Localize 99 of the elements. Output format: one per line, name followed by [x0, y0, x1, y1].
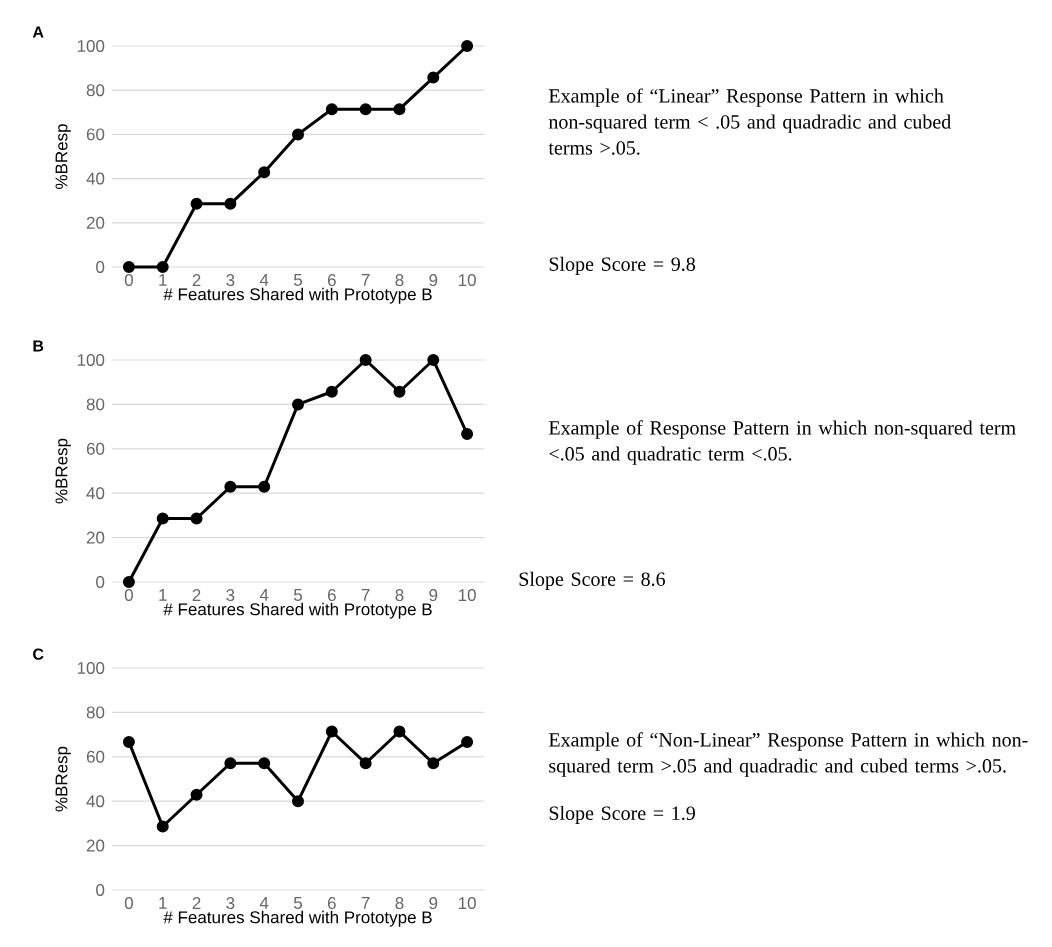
x-axis-title: # Features Shared with Prototype B [163, 910, 432, 927]
y-tick-label: 80 [86, 706, 105, 719]
point [461, 39, 474, 52]
x-tick-label: 7 [361, 897, 370, 909]
y-tick-label: 100 [77, 661, 105, 674]
x-tick-label: 9 [429, 274, 438, 287]
x-tick-label: 3 [226, 274, 235, 287]
text: Example of “Non-Linear” Response Pattern in which non-squared term >.05 and quadradic and cubed terms >.05. [548, 732, 1028, 777]
y-axis-title: %BResp [55, 746, 71, 812]
x-tick-label: 4 [259, 274, 269, 286]
x-tick-label: 7 [361, 589, 370, 601]
x-tick-label: 6 [327, 897, 336, 910]
point [224, 480, 237, 493]
point [122, 575, 135, 588]
y-tick-label: 0 [96, 575, 105, 588]
point [393, 725, 406, 738]
x-axis-title: # Features Shared with Prototype B [163, 287, 432, 304]
x-tick-label: 5 [293, 274, 303, 286]
x-tick-label: 6 [327, 274, 336, 287]
point [325, 385, 338, 398]
y-tick-label: 0 [96, 883, 105, 897]
x-tick-label: 4 [259, 897, 269, 909]
x-tick-label: 8 [395, 897, 404, 910]
point [461, 735, 474, 748]
point [393, 103, 406, 116]
x-tick-label: 0 [124, 274, 133, 287]
x-tick-label: 2 [192, 897, 201, 909]
y-tick-label: 0 [96, 260, 105, 273]
y-axis-title: %BResp [55, 124, 71, 189]
point [156, 260, 169, 273]
y-axis-title: %BResp [55, 438, 71, 504]
chart-title: A [32, 26, 44, 38]
point [359, 757, 372, 770]
chart-title: C [33, 648, 44, 660]
point [292, 795, 305, 808]
text: Example of Response Pattern in which non-squared term <.05 and quadratic term <.05. [548, 420, 1016, 465]
x-tick-label: 0 [124, 897, 133, 910]
point [461, 427, 474, 440]
x-tick-label: 0 [124, 589, 133, 602]
y-tick-label: 40 [86, 172, 105, 185]
x-axis-title: # Features Shared with Prototype B [163, 602, 432, 619]
text: Slope Score = 8.6 [519, 571, 666, 590]
point [224, 757, 237, 770]
x-tick-label: 9 [429, 589, 438, 602]
point [258, 480, 271, 493]
y-tick-label: 60 [86, 750, 105, 763]
x-tick-label: 6 [327, 589, 336, 602]
y-tick-label: 20 [86, 216, 105, 229]
chart-title: B [33, 340, 44, 352]
x-tick-label: 10 [458, 589, 476, 602]
x-tick-label: 3 [226, 589, 235, 602]
point [292, 398, 305, 411]
point [122, 260, 135, 273]
point [190, 512, 203, 525]
x-tick-label: 4 [259, 589, 269, 601]
x-tick-label: 1 [159, 897, 167, 909]
x-tick-label: 7 [361, 274, 370, 286]
y-tick-label: 80 [86, 398, 105, 411]
point [122, 735, 135, 748]
x-tick-label: 1 [159, 274, 167, 286]
point [190, 197, 203, 210]
point [359, 353, 372, 366]
x-tick-label: 5 [293, 897, 303, 909]
text: Example of “Linear” Response Pattern in which non-squared term < .05 and quadradic and cubed terms >.05. [548, 88, 951, 155]
y-tick-label: 100 [77, 39, 105, 52]
y-tick-label: 40 [86, 487, 105, 500]
point [427, 71, 440, 84]
point [258, 757, 271, 770]
x-tick-label: 2 [192, 274, 201, 286]
point [156, 512, 169, 525]
y-tick-label: 20 [86, 531, 105, 544]
point [325, 103, 338, 116]
text: Slope Score = 1.9 [549, 805, 695, 825]
point [359, 103, 372, 116]
text: Slope Score = 9.8 [549, 256, 695, 275]
point [258, 166, 271, 179]
point [325, 725, 338, 738]
point [156, 820, 169, 833]
y-tick-label: 100 [77, 353, 105, 366]
y-tick-label: 60 [86, 442, 105, 455]
x-tick-label: 10 [458, 897, 476, 910]
x-tick-label: 1 [159, 589, 167, 601]
point [292, 128, 305, 141]
point [427, 757, 440, 770]
x-tick-label: 8 [395, 274, 404, 287]
x-tick-label: 10 [458, 274, 476, 287]
point [427, 353, 440, 366]
x-tick-label: 2 [192, 589, 201, 601]
x-tick-label: 9 [429, 897, 438, 910]
y-tick-label: 20 [86, 839, 105, 852]
x-tick-label: 3 [226, 897, 235, 910]
x-tick-label: 8 [395, 589, 404, 602]
x-tick-label: 5 [293, 589, 303, 601]
point [393, 385, 406, 398]
point [190, 788, 203, 801]
y-tick-label: 80 [86, 84, 105, 97]
point [224, 197, 237, 210]
y-tick-label: 60 [86, 128, 105, 141]
y-tick-label: 40 [86, 795, 105, 808]
